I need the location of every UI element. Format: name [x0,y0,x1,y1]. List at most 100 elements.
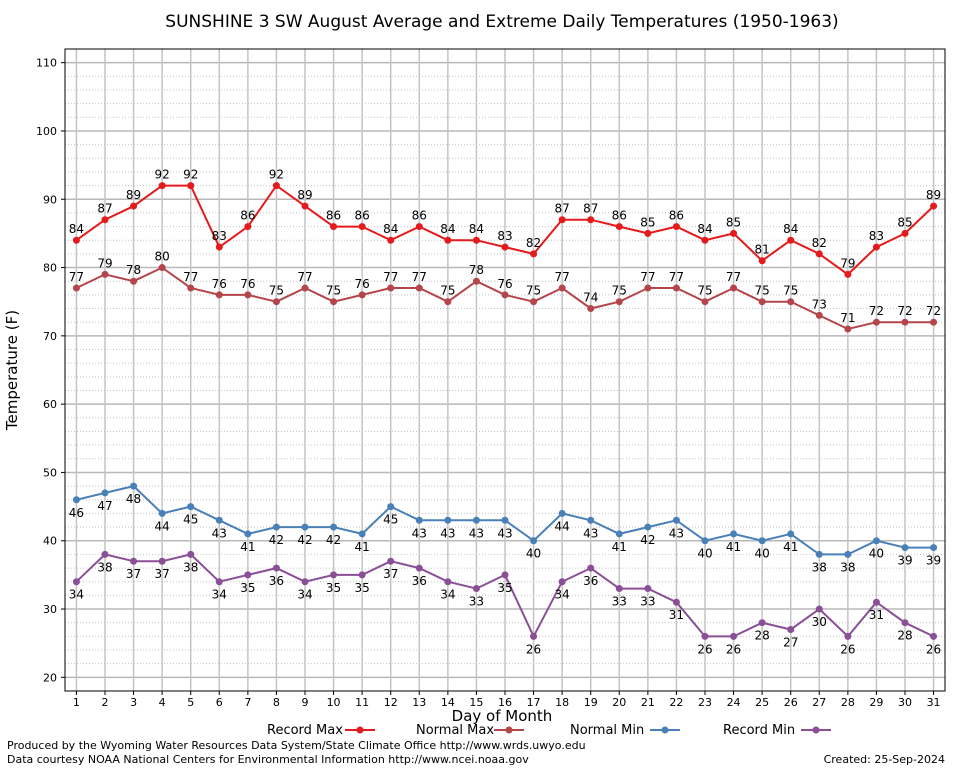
data-point [644,229,652,237]
data-point [815,250,823,258]
data-point [301,523,309,531]
data-point [301,578,309,586]
data-label: 83 [212,229,227,243]
x-tick-label: 25 [755,696,769,709]
data-label: 84 [469,222,484,236]
x-tick-label: 2 [102,696,109,709]
data-label: 26 [840,642,855,656]
legend-swatch-marker [505,726,513,734]
data-label: 33 [469,595,484,609]
data-point [672,516,680,524]
data-point [415,223,423,231]
data-point [187,503,195,511]
data-label: 27 [783,636,798,650]
data-point [758,298,766,306]
x-tick-label: 26 [784,696,798,709]
x-tick-label: 14 [441,696,455,709]
data-point [758,537,766,545]
data-point [415,564,423,572]
data-point [158,264,166,272]
data-point [187,284,195,292]
data-label: 43 [669,526,684,540]
x-tick-label: 7 [244,696,251,709]
data-label: 26 [926,642,941,656]
data-label: 86 [412,209,427,223]
data-label: 30 [812,615,827,629]
data-point [901,229,909,237]
data-point [472,277,480,285]
x-tick-label: 18 [555,696,569,709]
data-point [72,496,80,504]
data-label: 85 [640,215,655,229]
x-tick-label: 13 [412,696,426,709]
data-label: 45 [383,513,398,527]
data-point [244,571,252,579]
data-label: 40 [526,547,541,561]
x-tick-label: 9 [302,696,309,709]
x-tick-label: 27 [812,696,826,709]
data-point [415,516,423,524]
data-point [558,509,566,517]
data-label: 89 [926,188,941,202]
data-point [530,298,538,306]
data-point [72,578,80,586]
data-point [615,223,623,231]
data-point [815,550,823,558]
data-label: 26 [526,642,541,656]
data-point [101,489,109,497]
data-label: 39 [926,554,941,568]
data-point [444,516,452,524]
data-point [730,632,738,640]
data-label: 76 [355,277,370,291]
data-label: 33 [640,595,655,609]
data-label: 85 [726,215,741,229]
x-tick-label: 17 [527,696,541,709]
data-label: 28 [897,629,912,643]
y-tick-label: 110 [36,57,57,70]
data-point [272,182,280,190]
data-label: 41 [726,540,741,554]
data-label: 31 [669,608,684,622]
series-layer: 84 87 89 92 92 83 86 92 89 86 86 84 86 84 84 83 82 87 87 86… [69,168,941,657]
data-label: 76 [240,277,255,291]
data-point [930,318,938,326]
data-label: 72 [869,304,884,318]
data-label: 75 [755,284,770,298]
data-point [844,550,852,558]
data-point [244,291,252,299]
data-point [844,325,852,333]
data-label: 86 [612,209,627,223]
data-point [587,564,595,572]
data-label: 34 [69,588,84,602]
x-tick-label: 28 [841,696,855,709]
data-point [701,632,709,640]
legend-swatch-marker [356,726,364,734]
data-point [387,557,395,565]
data-label: 39 [897,554,912,568]
data-label: 74 [583,291,598,305]
data-point [872,318,880,326]
data-label: 78 [126,263,141,277]
data-point [901,544,909,552]
data-label: 77 [69,270,84,284]
data-label: 82 [526,236,541,250]
data-label: 87 [583,202,598,216]
data-label: 37 [155,567,170,581]
data-point [644,523,652,531]
data-label: 86 [669,209,684,223]
x-tick-label: 6 [216,696,223,709]
data-point [244,530,252,538]
data-point [72,236,80,244]
data-label: 47 [97,499,112,513]
data-point [587,305,595,313]
y-tick-label: 20 [43,671,57,684]
data-point [472,236,480,244]
data-label: 73 [812,297,827,311]
data-point [558,216,566,224]
data-label: 43 [497,526,512,540]
data-point [701,236,709,244]
data-label: 75 [697,284,712,298]
data-label: 84 [783,222,798,236]
data-label: 83 [497,229,512,243]
